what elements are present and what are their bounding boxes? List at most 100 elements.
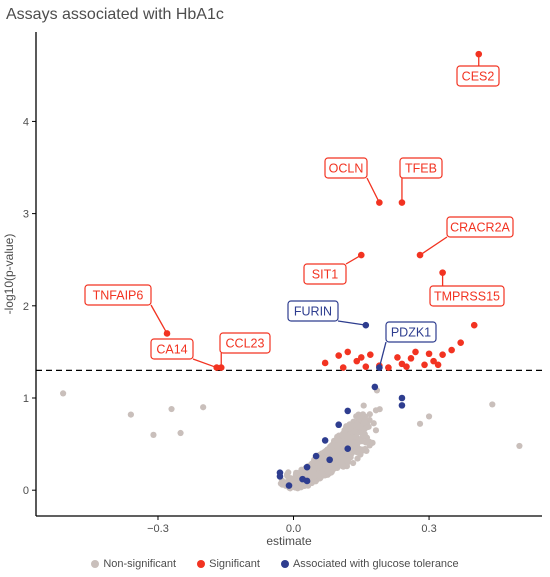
label-text: TMPRSS15 (434, 290, 500, 304)
point-label-pdzk1: PDZK1 (378, 321, 437, 368)
point-non-significant (353, 421, 360, 428)
point-significant (163, 330, 171, 337)
point-non-significant (333, 462, 340, 470)
point-significant (448, 346, 455, 354)
point-significant (335, 352, 342, 359)
point-non-significant (127, 411, 134, 418)
label-connector (345, 254, 362, 265)
point-non-significant (356, 414, 363, 422)
label-box (303, 263, 347, 285)
label-box (150, 338, 194, 360)
point-non-significant (362, 445, 369, 453)
point-glucose-tolerance (285, 482, 293, 489)
point-non-significant (372, 427, 380, 434)
label-connector (366, 177, 380, 203)
legend: Non-significant Significant Associated w… (0, 558, 550, 570)
point-non-significant (324, 467, 331, 475)
point-significant (439, 351, 446, 358)
chart-title: Assays associated with HbA1c (6, 6, 224, 23)
point-non-significant (366, 411, 373, 418)
point-significant (412, 348, 419, 356)
point-non-significant (318, 469, 325, 477)
point-significant (470, 321, 478, 329)
point-label-ces2: CES2 (456, 54, 500, 87)
label-connector (150, 304, 168, 334)
point-significant (376, 199, 383, 206)
y-tick-label: 1 (23, 393, 29, 405)
point-significant (321, 359, 329, 367)
point-significant (344, 348, 352, 356)
point-non-significant (328, 443, 335, 450)
legend-label-significant: Significant (209, 558, 260, 570)
label-text: TNFAIP6 (93, 289, 144, 303)
point-non-significant (338, 459, 345, 466)
y-tick-label: 0 (23, 485, 29, 497)
point-label-cracr2a: CRACR2A (419, 216, 514, 256)
x-tick-label: −0.3 (147, 523, 169, 535)
label-text: CA14 (156, 343, 187, 357)
point-non-significant (168, 405, 175, 413)
point-label-ccl23: CCL23 (219, 332, 271, 368)
point-glucose-tolerance (276, 473, 284, 480)
point-non-significant (372, 407, 380, 414)
point-glucose-tolerance (303, 463, 311, 471)
point-significant (407, 355, 415, 362)
point-significant (434, 361, 442, 369)
point-glucose-tolerance (321, 437, 329, 444)
point-non-significant (361, 419, 368, 426)
point-non-significant (294, 478, 301, 485)
point-glucose-tolerance (312, 452, 320, 460)
x-tick-label: 0.0 (286, 523, 301, 535)
label-text: CES2 (462, 70, 495, 84)
point-glucose-tolerance (335, 421, 342, 429)
label-box (399, 157, 443, 179)
point-non-significant (200, 404, 207, 411)
point-non-significant (333, 442, 340, 449)
axes: 0 1 2 3 4 −0.3 0.0 0.3 estimate -log10(p-value) (2, 32, 542, 548)
label-box (456, 65, 500, 87)
point-label-ca14: CA14 (150, 338, 217, 369)
point-non-significant (360, 402, 367, 409)
point-non-significant (354, 455, 361, 462)
point-label-tmprss15: TMPRSS15 (429, 272, 505, 307)
label-connector (378, 341, 387, 368)
point-glucose-tolerance (362, 321, 370, 329)
legend-item-significant: Significant (197, 558, 260, 570)
point-glucose-tolerance (398, 402, 406, 409)
point-non-significant (324, 449, 331, 456)
point-non-significant (357, 437, 364, 444)
point-significant (362, 363, 370, 370)
point-significant (217, 364, 225, 371)
point-glucose-tolerance (371, 383, 379, 391)
point-non-significant (334, 436, 341, 444)
point-glucose-tolerance (398, 394, 406, 402)
point-non-significant (330, 452, 338, 459)
label-box (84, 284, 152, 306)
label-text: PDZK1 (391, 326, 431, 340)
point-significant (385, 364, 392, 371)
point-significant (339, 364, 347, 371)
y-tick-label: 4 (23, 116, 29, 128)
point-significant (353, 357, 361, 365)
point-non-significant (416, 420, 424, 427)
legend-item-glucose: Associated with glucose tolerance (280, 558, 459, 570)
point-non-significant (361, 431, 368, 438)
x-tick-label: 0.3 (421, 523, 436, 535)
label-box (287, 300, 339, 322)
label-connector (192, 358, 217, 369)
point-non-significant (363, 424, 370, 431)
y-tick-label: 2 (23, 301, 29, 313)
point-significant (213, 364, 221, 371)
legend-item-non-significant: Non-significant (91, 558, 176, 570)
point-glucose-tolerance (344, 445, 352, 453)
point-significant (357, 354, 365, 361)
y-axis-label: -log10(p-value) (2, 234, 16, 315)
point-significant (425, 350, 433, 358)
label-box (324, 157, 368, 179)
label-connector (337, 320, 366, 326)
point-non-significant (316, 463, 323, 470)
point-glucose-tolerance (344, 407, 352, 415)
point-non-significant (60, 390, 67, 397)
point-label-furin: FURIN (287, 300, 366, 326)
x-axis-label: estimate (266, 534, 312, 548)
